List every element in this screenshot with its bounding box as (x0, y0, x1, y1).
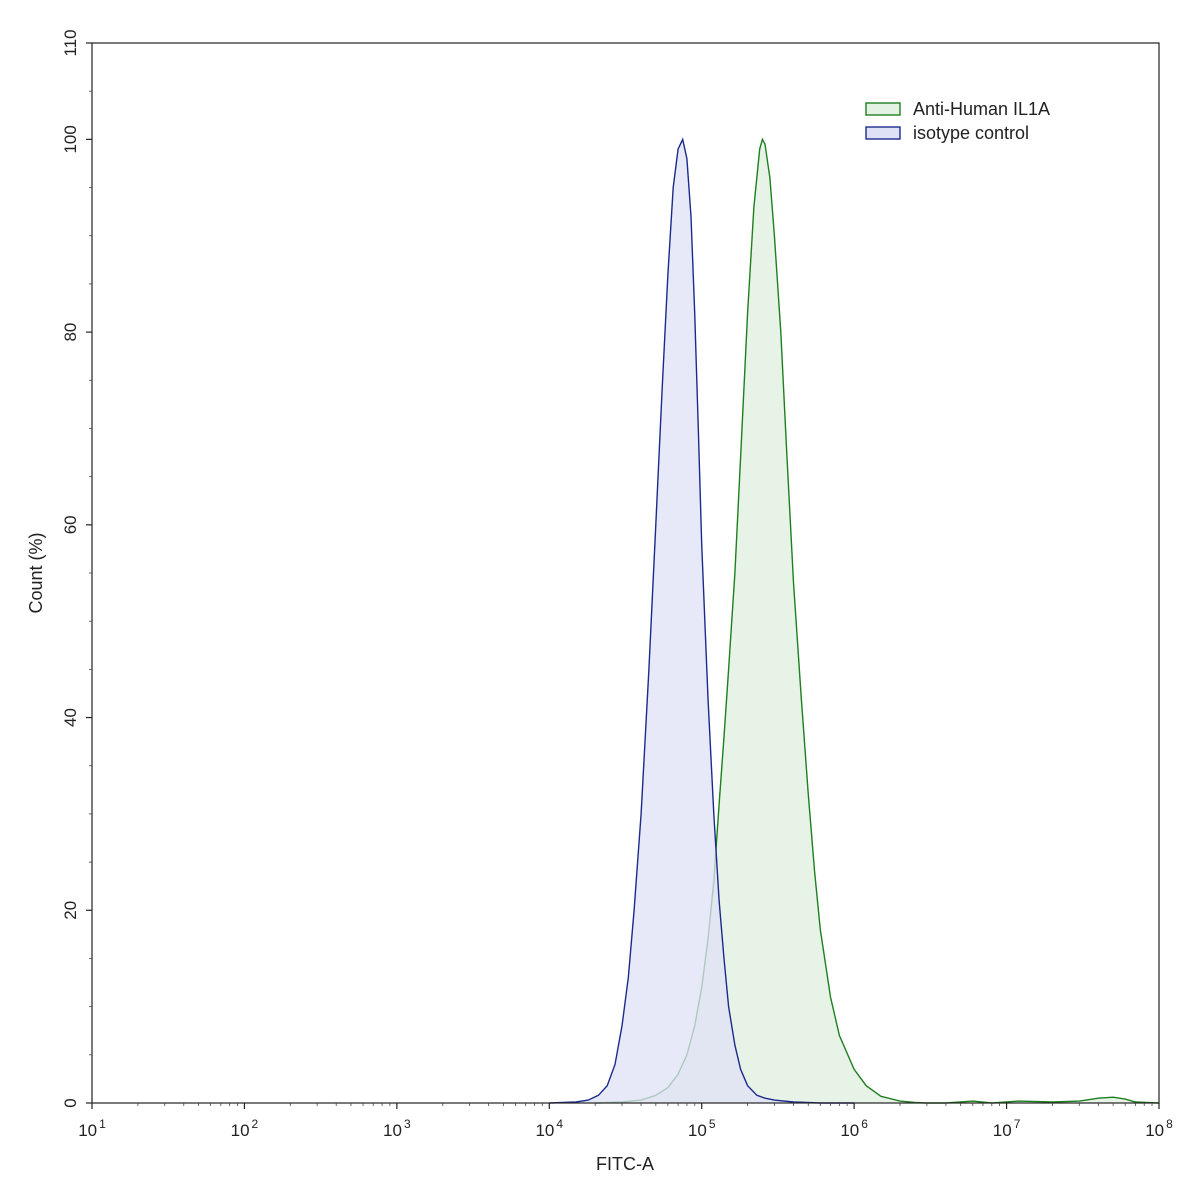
ticks-layer: 10 1 10 2 10 3 10 4 10 5 10 6 10 7 10 8 0 20 40 60 80 100 110 (61, 29, 1173, 1140)
legend-swatch (865, 102, 901, 116)
y-tick-label: 60 (61, 515, 80, 534)
y-tick-label: 40 (61, 708, 80, 727)
x-tick-label: 10 4 (535, 1117, 563, 1140)
series-area-1 (595, 139, 1159, 1103)
y-tick-label: 0 (61, 1098, 80, 1107)
legend-label: Anti-Human IL1A (913, 99, 1050, 119)
legend-swatch (865, 126, 901, 140)
y-axis-title: Count (%) (26, 532, 46, 613)
legend: Anti-Human IL1A isotype control (865, 99, 1050, 143)
x-axis-title: FITC-A (596, 1154, 654, 1174)
y-tick-label: 110 (61, 29, 80, 56)
x-tick-label: 10 7 (993, 1117, 1021, 1140)
y-tick-label: 20 (61, 901, 80, 920)
y-tick-label: 80 (61, 323, 80, 342)
legend-label: isotype control (913, 123, 1029, 143)
x-tick-label: 10 8 (1145, 1117, 1173, 1140)
x-tick-label: 10 1 (78, 1117, 106, 1140)
x-tick-label: 10 2 (231, 1117, 259, 1140)
x-tick-label: 10 6 (840, 1117, 868, 1140)
x-tick-label: 10 5 (688, 1117, 716, 1140)
y-tick-label: 100 (61, 125, 80, 153)
x-tick-label: 10 3 (383, 1117, 411, 1140)
series-line-2 (549, 137, 855, 1104)
series-area-2 (549, 139, 855, 1103)
